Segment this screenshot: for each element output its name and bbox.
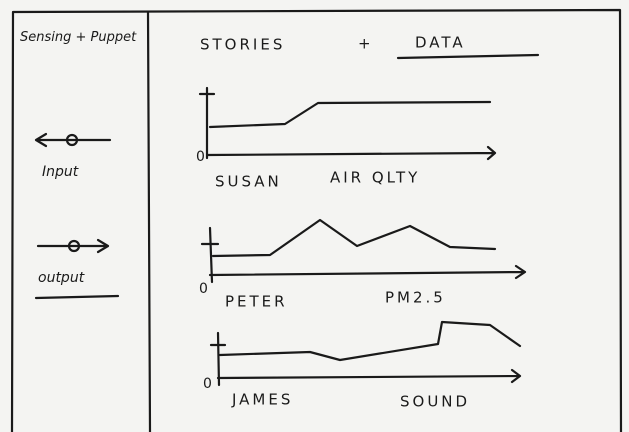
story-name[interactable]: SUSAN <box>215 173 282 191</box>
sparkline <box>211 218 497 258</box>
origin-label: 0 <box>203 376 212 392</box>
frame <box>10 8 623 432</box>
selected-underline <box>34 294 120 300</box>
story-data: PM2.5 <box>385 289 446 307</box>
output-node <box>67 239 81 253</box>
origin-label: 0 <box>199 281 208 297</box>
header-underline <box>396 53 540 60</box>
story-data: AIR QLTY <box>330 169 420 187</box>
sparkline <box>208 100 492 129</box>
header-title: STORIES <box>200 36 285 54</box>
sparkline-axes <box>200 226 527 284</box>
sparkline <box>218 320 522 362</box>
header-subtitle[interactable]: DATA <box>415 34 466 52</box>
sidebar-divider <box>146 10 152 432</box>
sidebar-title: Sensing + Puppet <box>20 30 137 45</box>
header-separator: + <box>358 35 374 53</box>
story-name[interactable]: JAMES <box>231 391 293 409</box>
sidebar-item[interactable]: output <box>38 270 85 286</box>
story-data: SOUND <box>400 393 470 411</box>
sparkline-axes <box>198 86 497 161</box>
input-node <box>65 133 79 147</box>
sparkline-axes <box>209 331 522 387</box>
output-arrow <box>36 238 110 254</box>
sidebar-title-box: Sensing + Puppet <box>20 30 137 45</box>
input-arrow <box>34 132 112 148</box>
sidebar-item[interactable]: Input <box>42 164 79 180</box>
story-name[interactable]: PETER <box>225 293 288 311</box>
origin-label: 0 <box>196 149 205 165</box>
